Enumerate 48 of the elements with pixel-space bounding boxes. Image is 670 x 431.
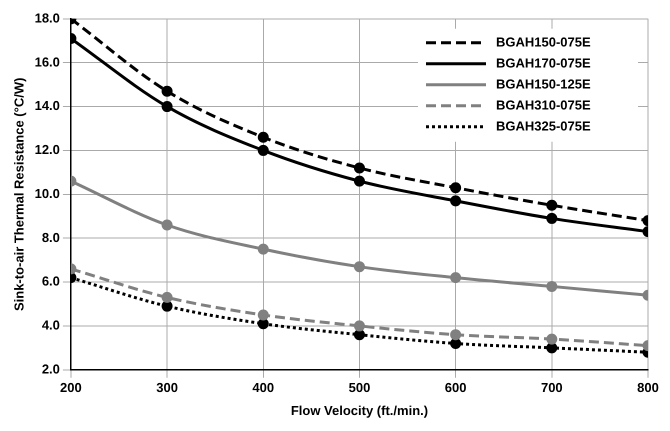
- point: [354, 176, 365, 187]
- point: [258, 318, 269, 330]
- point: [354, 320, 365, 332]
- point: [162, 101, 173, 112]
- point: [546, 334, 558, 345]
- point: [354, 261, 365, 272]
- legend-label: BGAH150-075E: [496, 34, 591, 50]
- legend-label: BGAH170-075E: [496, 55, 591, 70]
- point: [354, 329, 365, 340]
- point: [546, 280, 558, 292]
- point: [162, 220, 173, 231]
- x-tick-label: 400: [252, 380, 274, 396]
- point: [450, 272, 462, 284]
- y-tick-label: 12.0: [34, 142, 60, 158]
- y-tick-label: 16.0: [34, 54, 60, 70]
- point: [450, 338, 462, 349]
- y-tick-label: 2.0: [42, 361, 60, 376]
- legend-label: BGAH325-075E: [496, 118, 591, 134]
- point: [258, 132, 269, 143]
- y-tick-label: 6.0: [42, 274, 60, 289]
- point: [258, 309, 269, 320]
- x-tick-label: 500: [348, 380, 370, 396]
- point: [546, 342, 558, 354]
- point: [546, 200, 558, 211]
- point: [162, 300, 173, 312]
- y-tick-label: 18.0: [34, 10, 60, 26]
- point: [450, 195, 462, 206]
- point: [546, 212, 558, 224]
- x-tick-label: 700: [540, 380, 563, 396]
- x-tick-label: 800: [637, 380, 659, 396]
- x-tick-label: 200: [60, 380, 82, 396]
- x-tick-label: 600: [444, 380, 466, 396]
- y-tick-label: 10.0: [34, 186, 60, 201]
- point: [354, 162, 365, 174]
- point: [450, 329, 462, 340]
- point: [258, 144, 269, 156]
- y-tick-label: 4.0: [42, 318, 60, 333]
- y-tick-label: 8.0: [42, 230, 60, 245]
- point: [162, 292, 173, 303]
- x-axis-title: Flow Velocity (ft./min.): [290, 402, 428, 418]
- x-tick-label: 300: [156, 380, 178, 396]
- legend-label: BGAH310-075E: [496, 97, 591, 112]
- point: [162, 86, 173, 97]
- y-axis-title: Sink-to-air Thermal Resistance (°C/W): [11, 78, 26, 312]
- point: [258, 244, 269, 255]
- y-tick-label: 14.0: [34, 98, 60, 114]
- legend-label: BGAH150-125E: [496, 76, 591, 92]
- point: [450, 182, 462, 194]
